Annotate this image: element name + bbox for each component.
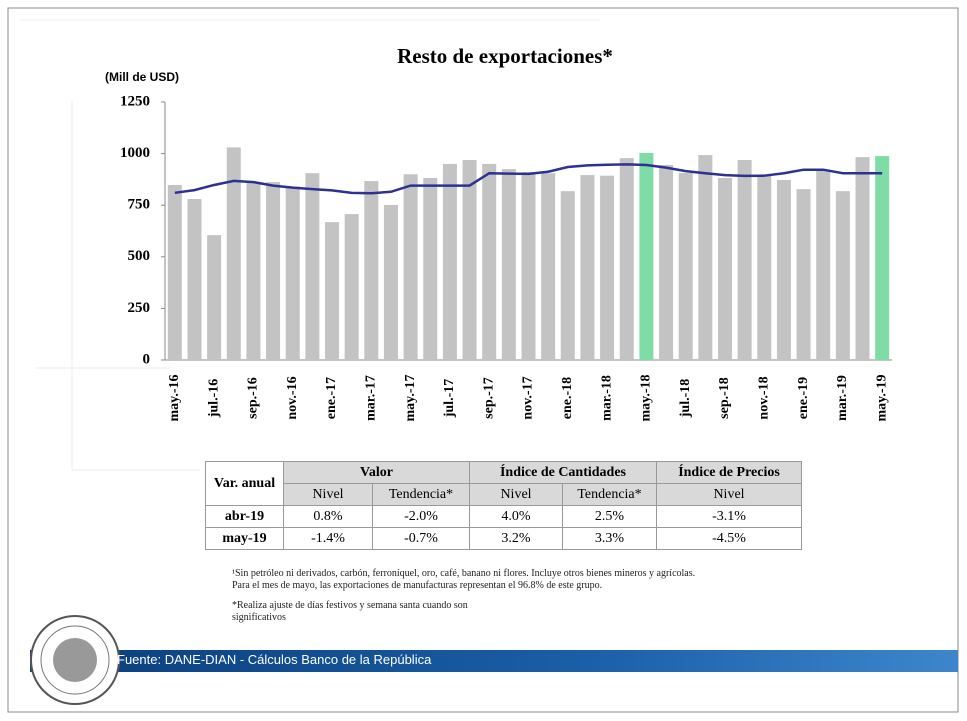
x-tick-label: may.-18 (639, 374, 654, 421)
footer-source: Fuente: DANE-DIAN - Cálculos Banco de la… (117, 652, 432, 667)
x-tick-label: mar.-17 (364, 375, 379, 421)
table-cell: Nivel (469, 483, 563, 506)
bar (246, 182, 261, 360)
x-tick-label: may.-19 (874, 374, 889, 421)
bar (659, 164, 674, 360)
decoration (20, 19, 600, 471)
x-tick-label: ene.-17 (324, 377, 339, 419)
table-cell: may-19 (205, 527, 284, 550)
y-tick-label: 250 (128, 300, 151, 316)
table-cell: Tendencia* (562, 483, 657, 506)
bar (167, 184, 182, 360)
table: Var. anual Valor Índice de Cantidades Índic… (205, 461, 802, 550)
table-cell: -1.4% (283, 527, 373, 550)
bar (816, 170, 831, 360)
x-tick-label: nov.-16 (285, 376, 300, 419)
footer-band (30, 650, 958, 672)
table-cell: 4.0% (469, 505, 563, 528)
table-cell: Var. anual (205, 461, 284, 506)
bar (521, 172, 536, 360)
bar (325, 222, 340, 360)
table-cell: 2.5% (562, 505, 657, 528)
bar (541, 173, 556, 360)
bar (442, 163, 457, 360)
bar (717, 177, 732, 360)
x-tick-label: ene.-18 (560, 377, 575, 419)
bar (423, 177, 438, 360)
y-tick-label: 0 (143, 351, 151, 367)
footnotes: ¹Sin petróleo ni derivados, carbón, ferr… (232, 568, 695, 632)
x-tick-label: may.-17 (403, 374, 418, 421)
table-cell: 3.3% (562, 527, 657, 550)
chart-title: Resto de exportaciones* (397, 44, 613, 68)
y-axis-label: (Mill de USD) (105, 70, 179, 84)
bar (364, 181, 379, 360)
footnote: ¹Sin petróleo ni derivados, carbón, ferr… (232, 568, 696, 591)
table-cell: -3.1% (656, 505, 802, 528)
table-cell: Nivel (656, 483, 802, 506)
x-tick-label: may.-16 (167, 374, 182, 421)
logo (30, 615, 120, 705)
bar (580, 175, 595, 360)
table-cell: 0.8% (283, 505, 373, 528)
bar (796, 189, 811, 360)
y-tick-label: 750 (128, 197, 151, 213)
bar (285, 186, 300, 360)
x-tick-label: sep.-16 (246, 377, 261, 419)
table-cell: Tendencia* (372, 483, 470, 506)
y-tick-label: 1250 (120, 93, 150, 109)
bar (757, 176, 772, 360)
table-cell: Nivel (283, 483, 373, 506)
x-tick-label: nov.-18 (757, 376, 772, 419)
bar (698, 155, 713, 360)
x-tick-label: sep.-18 (717, 377, 732, 419)
bar (344, 214, 359, 360)
y-tick-label: 1000 (120, 145, 150, 161)
table-cell: Índice de Precios (656, 461, 802, 484)
bar (383, 204, 398, 360)
x-tick-label: nov.-17 (521, 376, 536, 419)
x-tick-label: ene.-19 (796, 377, 811, 419)
bar (678, 173, 693, 360)
x-tick-label: mar.-19 (835, 375, 850, 421)
x-tick-label: jul.-18 (678, 379, 693, 419)
bar (187, 199, 202, 360)
table-cell: Valor (283, 461, 470, 484)
bar (266, 182, 281, 360)
bar (639, 152, 654, 360)
table-cell: -4.5% (656, 527, 802, 550)
x-tick-label: jul.-17 (442, 379, 457, 419)
x-tick-label: sep.-17 (481, 377, 496, 419)
bar (835, 191, 850, 360)
trend-line (174, 163, 883, 195)
bar (462, 159, 477, 360)
bar (403, 174, 418, 360)
bar (737, 159, 752, 360)
bar (776, 180, 791, 360)
bar (619, 158, 634, 360)
bar (305, 173, 320, 360)
bar (560, 191, 575, 360)
x-tick-label: jul.-16 (206, 379, 221, 419)
footnote: *Realiza ajuste de días festivos y seman… (232, 600, 468, 623)
bar (482, 163, 497, 360)
table-cell: 3.2% (469, 527, 563, 550)
bar (207, 235, 222, 360)
y-tick-label: 500 (128, 248, 151, 264)
table-cell: Índice de Cantidades (469, 461, 657, 484)
bar (501, 169, 516, 360)
bar (875, 156, 890, 360)
bar (226, 147, 241, 360)
table-cell: -2.0% (372, 505, 470, 528)
x-tick-label: mar.-18 (599, 375, 614, 421)
bar (600, 175, 615, 360)
table-cell: -0.7% (372, 527, 470, 550)
table-cell: abr-19 (205, 505, 284, 528)
bar (855, 157, 870, 360)
